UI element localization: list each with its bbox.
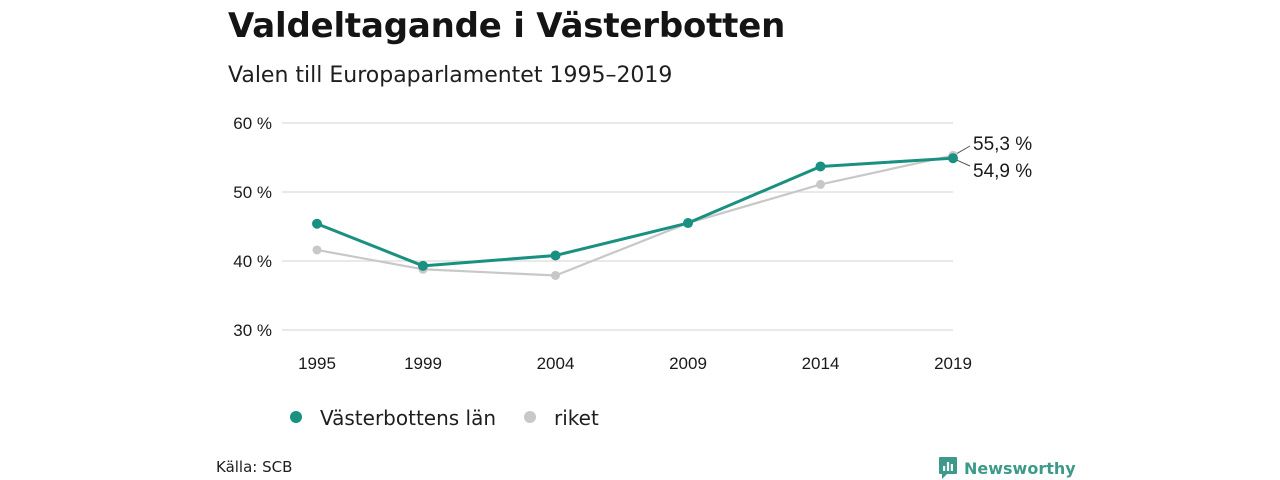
x-axis-ticks: 1995 1999 2004 2009 2014 2019 (298, 354, 972, 373)
legend-marker (524, 411, 536, 423)
data-point (312, 218, 322, 229)
x-tick-label: 2004 (537, 354, 575, 373)
x-tick-label: 1999 (404, 354, 442, 373)
y-tick-label: 60 % (233, 114, 272, 133)
y-tick-label: 30 % (233, 321, 272, 340)
data-point (815, 161, 826, 172)
data-point (948, 153, 958, 164)
end-label-vasterbottens-lan: 54,9 % (973, 161, 1032, 182)
brand-logo[interactable]: Newsworthy (938, 456, 1076, 480)
gridlines (282, 122, 953, 331)
legend-marker (290, 411, 302, 423)
series-vasterbottens-lan (312, 153, 958, 271)
source-note: Källa: SCB (216, 458, 293, 476)
y-tick-label: 40 % (233, 252, 272, 271)
y-tick-label: 50 % (233, 183, 272, 202)
series-line (315, 156, 955, 268)
x-tick-label: 2009 (669, 354, 707, 373)
end-label-riket: 55,3 % (973, 134, 1032, 155)
data-point (683, 218, 693, 229)
x-tick-label: 2014 (802, 354, 840, 373)
y-axis-ticks: 30 % 40 % 50 % 60 % (233, 114, 272, 340)
data-point (816, 179, 825, 189)
legend-item: riket (524, 406, 599, 430)
data-point (550, 250, 561, 261)
end-label-leader (956, 159, 971, 167)
legend-item: Västerbottens län (290, 406, 496, 430)
legend: Västerbottens län riket (290, 406, 599, 430)
data-point (418, 260, 428, 271)
end-label-leader (956, 145, 971, 154)
data-point (312, 245, 322, 255)
legend-label: riket (554, 406, 599, 430)
x-tick-label: 2019 (934, 354, 972, 373)
brand-name: Newsworthy (964, 458, 1076, 478)
chart-subtitle: Valen till Europaparlamentet 1995–2019 (228, 63, 673, 88)
chart-title: Valdeltagande i Västerbotten (228, 6, 786, 46)
series (312, 150, 958, 280)
legend-label: Västerbottens län (320, 406, 496, 430)
data-point (551, 270, 560, 280)
end-labels: 55,3 % 54,9 % (956, 134, 1032, 182)
bar-chart-speech-bubble-icon (939, 457, 957, 479)
series-line (315, 154, 955, 277)
x-tick-label: 1995 (298, 354, 336, 373)
